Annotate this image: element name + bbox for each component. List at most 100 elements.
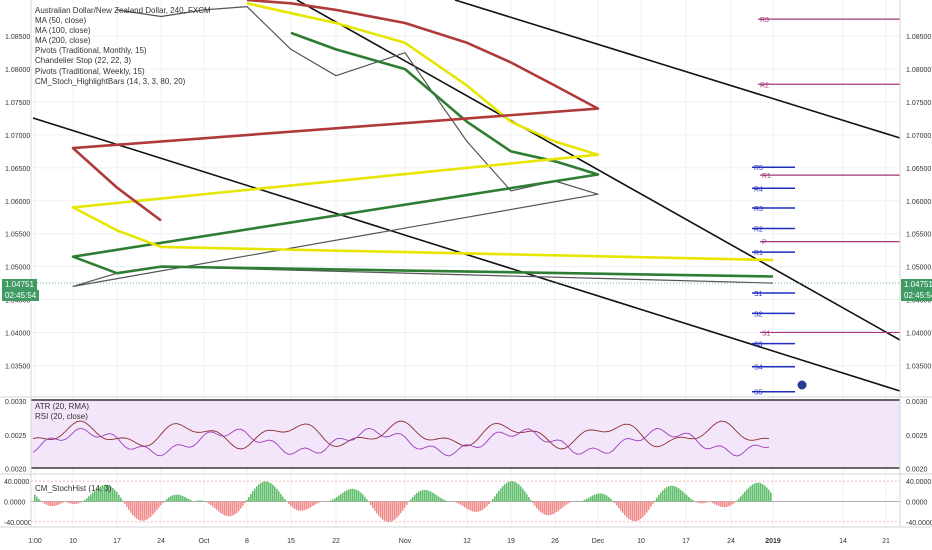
stoch-bar bbox=[414, 494, 416, 502]
stoch-bar bbox=[474, 501, 476, 512]
ma-line bbox=[71, 0, 600, 222]
ma-line bbox=[71, 31, 774, 278]
stoch-bar bbox=[756, 482, 758, 502]
stoch-bar bbox=[648, 501, 650, 510]
stoch-bar bbox=[702, 501, 704, 504]
moving-averages bbox=[71, 0, 774, 278]
stoch-bar bbox=[340, 494, 342, 502]
stoch-bar bbox=[162, 501, 164, 503]
stoch-bar bbox=[652, 501, 654, 504]
stoch-bar bbox=[402, 501, 404, 511]
stoch-bar bbox=[554, 501, 556, 514]
stoch-bar bbox=[682, 491, 684, 502]
stoch-bar bbox=[514, 481, 516, 502]
stoch-bar bbox=[512, 481, 514, 502]
stoch-bar bbox=[294, 501, 296, 510]
stoch-bar bbox=[170, 496, 172, 502]
rsi-label[interactable]: RSI (20, close) bbox=[35, 412, 88, 421]
time-tick-label: 26 bbox=[551, 538, 559, 545]
time-tick-label: 24 bbox=[157, 538, 165, 545]
stoch-bar bbox=[644, 501, 646, 516]
stoch-bar bbox=[432, 492, 434, 502]
stoch-bar bbox=[520, 486, 522, 502]
stoch-bar bbox=[358, 490, 360, 502]
stoch-bar bbox=[198, 500, 200, 502]
time-tick-label: 12 bbox=[463, 538, 471, 545]
stoch-label[interactable]: CM_StochHist (14, 3) bbox=[35, 484, 112, 493]
time-tick-label: Nov bbox=[399, 538, 412, 545]
stoch-bar bbox=[468, 501, 470, 510]
stoch-bar bbox=[766, 487, 768, 502]
price-tick-right: 1.06000 bbox=[906, 199, 931, 206]
stoch-bar bbox=[526, 494, 528, 502]
monthly-pivot-label: P bbox=[762, 240, 767, 247]
stoch-bar bbox=[388, 501, 390, 522]
time-tick-label: 14 bbox=[839, 538, 847, 545]
stoch-bar bbox=[300, 501, 302, 511]
stoch-bar bbox=[66, 501, 68, 503]
stoch-bar bbox=[424, 489, 426, 502]
stoch-bar bbox=[738, 498, 740, 502]
price-series bbox=[72, 6, 774, 287]
stoch-bar bbox=[264, 481, 266, 502]
stoch-bar bbox=[346, 490, 348, 502]
time-tick-label: 2019 bbox=[765, 538, 781, 545]
stoch-bar bbox=[136, 501, 138, 519]
stoch-bar bbox=[110, 486, 112, 502]
time-tick-label: 1:00 bbox=[28, 538, 42, 545]
countdown-tag-right: 02:45:54 bbox=[901, 290, 932, 301]
stoch-bar bbox=[666, 487, 668, 502]
stoch-bar bbox=[750, 485, 752, 502]
stoch-bar bbox=[596, 493, 598, 502]
stoch-bar bbox=[298, 501, 300, 511]
price-tick-right: 1.05000 bbox=[906, 265, 931, 272]
stoch-bar bbox=[42, 501, 44, 503]
atr-tick-right: 0.0025 bbox=[906, 433, 928, 440]
countdown-tag-left: 02:45:54 bbox=[2, 290, 40, 301]
stoch-bar bbox=[164, 500, 166, 502]
stoch-bar bbox=[128, 501, 130, 510]
stoch-bar bbox=[618, 501, 620, 509]
stoch-bar bbox=[548, 501, 550, 516]
stoch-bar bbox=[680, 489, 682, 502]
stoch-bar bbox=[562, 501, 564, 508]
atr-label[interactable]: ATR (20, RMA) bbox=[35, 402, 90, 411]
stoch-bar bbox=[390, 501, 392, 522]
stoch-bar bbox=[518, 484, 520, 502]
stoch-bar bbox=[664, 488, 666, 502]
stoch-bar bbox=[142, 501, 144, 521]
stoch-bar bbox=[398, 501, 400, 516]
weekly-pivot-label: S3 bbox=[754, 342, 763, 349]
stoch-bar bbox=[370, 501, 372, 505]
time-tick-label: Oct bbox=[199, 538, 210, 545]
stoch-bar bbox=[278, 491, 280, 502]
stoch-bar bbox=[684, 493, 686, 502]
stoch-bar bbox=[344, 491, 346, 502]
stoch-bar bbox=[396, 501, 398, 518]
stoch-bar bbox=[522, 488, 524, 502]
stoch-bar bbox=[354, 489, 356, 502]
stoch-bar bbox=[134, 501, 136, 518]
stoch-bar bbox=[538, 501, 540, 511]
stoch-bar bbox=[216, 501, 218, 510]
price-tick-right: 1.07000 bbox=[906, 133, 931, 140]
stoch-bar bbox=[360, 492, 362, 502]
stoch-bar bbox=[700, 501, 702, 504]
stoch-tick-left: -40.0000 bbox=[4, 520, 32, 527]
stoch-bar bbox=[418, 491, 420, 502]
stoch-bar bbox=[584, 499, 586, 502]
time-tick-label: 24 bbox=[727, 538, 735, 545]
weekly-pivot-label: S5 bbox=[754, 390, 763, 397]
stoch-bar bbox=[764, 485, 766, 502]
stoch-bar bbox=[252, 491, 254, 502]
stoch-bar bbox=[348, 489, 350, 502]
stoch-bar bbox=[662, 490, 664, 502]
stoch-bar bbox=[208, 501, 210, 504]
stoch-bar bbox=[616, 501, 618, 506]
stoch-bar bbox=[768, 489, 770, 502]
stoch-bar bbox=[108, 485, 110, 502]
stoch-bar bbox=[368, 501, 370, 503]
stoch-bar bbox=[76, 501, 78, 504]
stoch-bar bbox=[676, 487, 678, 502]
